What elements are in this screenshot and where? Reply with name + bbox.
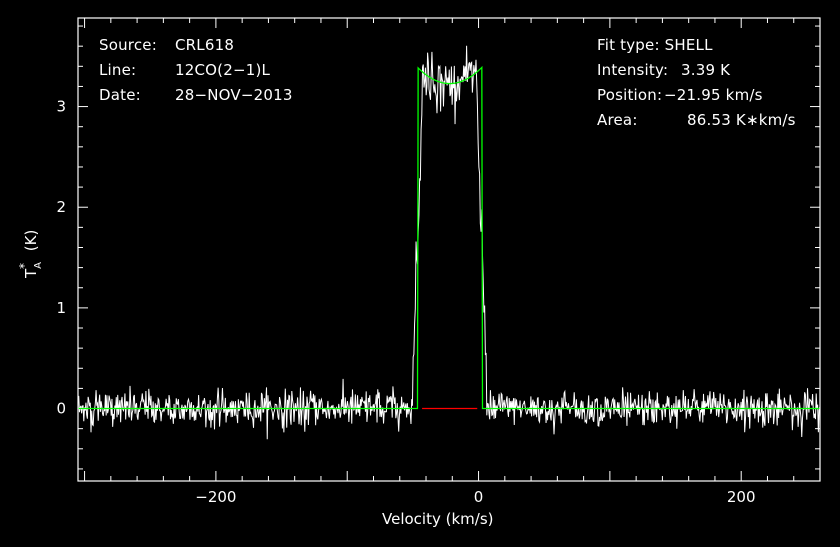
fit-type-text: Fit type: SHELL (597, 36, 713, 54)
y-axis-label-sub: A (33, 261, 44, 269)
x-tick-label: −200 (195, 488, 236, 506)
source-label: Source: (99, 36, 157, 54)
area-value: 86.53 K∗km/s (687, 111, 796, 129)
y-axis-label-sup: * (17, 262, 31, 269)
source-value: CRL618 (175, 36, 235, 54)
x-axis-label: Velocity (km/s) (382, 510, 494, 528)
plot-frame (77, 17, 821, 482)
shell-fit-series (78, 65, 820, 410)
position-value: −21.95 km/s (664, 86, 763, 104)
spectrum-series (77, 45, 821, 440)
area-label: Area: (597, 111, 638, 129)
y-axis-label: TA* (K) (17, 229, 44, 278)
position-label: Position: (597, 86, 663, 104)
x-tick-label: 0 (474, 488, 484, 506)
tick-labels: −200 0 200 0 1 2 3 (56, 98, 755, 506)
date-value: 28−NOV−2013 (175, 86, 293, 104)
line-value: 12CO(2−1)L (175, 61, 271, 79)
y-tick-label: 1 (56, 299, 66, 317)
date-label: Date: (99, 86, 141, 104)
y-axis-label-main: T (22, 268, 40, 278)
axis-ticks (78, 18, 821, 481)
y-axis-label-unit: (K) (22, 229, 40, 256)
y-tick-label: 0 (56, 400, 66, 418)
y-tick-label: 3 (56, 98, 66, 116)
intensity-value: 3.39 K (681, 61, 731, 79)
intensity-label: Intensity: (597, 61, 669, 79)
x-tick-label: 200 (727, 488, 756, 506)
y-tick-label: 2 (56, 198, 66, 216)
line-label: Line: (99, 61, 137, 79)
